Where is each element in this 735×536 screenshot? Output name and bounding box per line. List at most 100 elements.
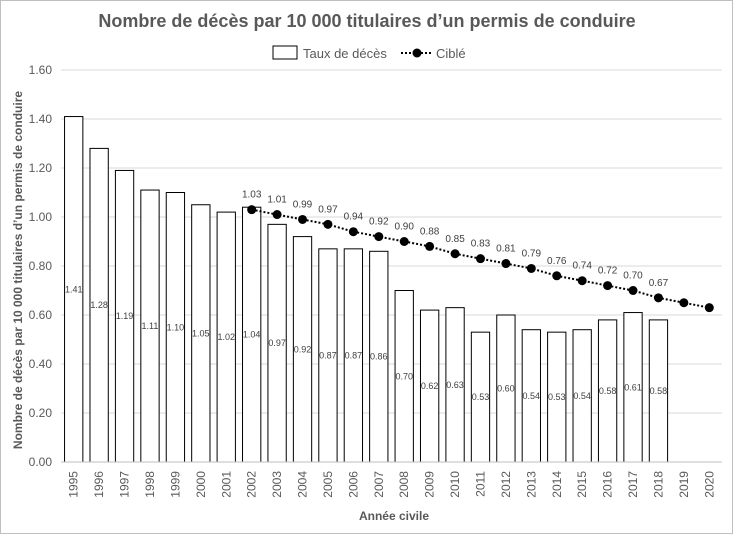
bar-data-label: 0.54 [523, 391, 541, 401]
target-point [272, 210, 282, 220]
x-tick-label: 2014 [550, 471, 564, 498]
x-tick-label: 2005 [321, 471, 335, 498]
bar-data-label: 0.63 [446, 380, 464, 390]
target-data-label: 0.88 [420, 226, 440, 237]
bar-data-label: 0.86 [370, 352, 388, 362]
x-tick-label: 2007 [372, 471, 386, 498]
x-tick-labels: 1995 1996 1997 1998 1999 2000 2001 2002 2003 2004… [67, 471, 717, 498]
target-point [679, 298, 689, 308]
x-tick-label: 2006 [346, 471, 360, 498]
target-data-label: 1.03 [242, 190, 262, 201]
bar-data-label: 0.53 [472, 392, 490, 402]
target-data-label: 1.01 [267, 195, 287, 206]
target-point [348, 227, 358, 237]
y-tick-label: 1.40 [29, 112, 53, 126]
x-tick-label: 2012 [499, 471, 513, 498]
bar-data-label: 0.87 [319, 350, 337, 360]
target-data-label: 0.67 [649, 278, 669, 289]
bar-data-label: 0.70 [395, 371, 413, 381]
y-tick-labels: 0.00 0.20 0.40 0.60 0.80 1.00 1.20 1.40 1.60 [29, 63, 53, 469]
target-data-label: 0.97 [318, 204, 338, 215]
x-tick-label: 2019 [677, 471, 691, 498]
x-tick-label: 1996 [92, 471, 106, 498]
bar-data-label: 0.92 [294, 344, 312, 354]
x-tick-label: 2002 [245, 471, 259, 498]
bar-data-label: 1.11 [142, 321, 159, 331]
x-tick-label: 2001 [219, 471, 233, 498]
bar-data-label: 0.53 [548, 392, 566, 402]
bar-data-label: 0.54 [573, 391, 591, 401]
y-axis-title: Nombre de décès par 10 000 titulaires d’… [11, 91, 25, 449]
target-point [374, 232, 384, 242]
y-tick-label: 1.60 [29, 63, 53, 77]
x-tick-label: 1997 [118, 471, 132, 498]
bars [64, 116, 669, 463]
target-data-label: 0.72 [598, 266, 618, 277]
bar-data-label: 1.02 [217, 332, 235, 342]
legend-label-line: Ciblé [436, 46, 466, 61]
y-tick-label: 0.60 [29, 308, 53, 322]
target-point [603, 281, 613, 291]
bar-data-label: 0.87 [345, 350, 363, 360]
target-point [577, 276, 587, 286]
y-tick-label: 1.20 [29, 161, 53, 175]
bar-data-label: 0.97 [268, 338, 286, 348]
x-tick-label: 2009 [423, 471, 437, 498]
target-data-label: 0.81 [496, 244, 516, 255]
y-tick-label: 0.20 [29, 406, 53, 420]
target-point [425, 241, 435, 251]
target-point [475, 254, 485, 264]
target-data-label: 0.90 [394, 222, 414, 233]
target-data-label: 0.76 [547, 256, 567, 267]
x-tick-label: 2016 [601, 471, 615, 498]
target-point [526, 263, 536, 273]
x-tick-label: 2018 [651, 471, 665, 498]
x-tick-label: 2000 [194, 471, 208, 498]
target-data-label: 0.70 [623, 271, 643, 282]
target-point [323, 219, 333, 229]
target-point [247, 205, 257, 215]
target-data-label: 0.74 [572, 261, 592, 272]
target-point [628, 286, 638, 295]
x-tick-label: 1995 [67, 471, 81, 498]
x-tick-label: 2020 [702, 471, 716, 498]
y-tick-label: 0.00 [29, 455, 53, 469]
bar-data-label: 1.28 [90, 300, 108, 310]
target-data-labels: 1.03 1.01 0.99 0.97 0.94 0.92 0.90 0.88 0.85 0.83… [242, 190, 669, 289]
y-tick-label: 0.40 [29, 357, 53, 371]
target-data-label: 0.94 [344, 212, 364, 223]
target-point [704, 303, 714, 313]
bar-data-label: 0.61 [624, 382, 642, 392]
legend-swatch-marker [412, 48, 422, 58]
target-data-label: 0.92 [369, 217, 389, 228]
bar-data-label: 0.62 [421, 381, 439, 391]
chart-title: Nombre de décès par 10 000 titulaires d’… [98, 11, 635, 31]
x-axis-title: Année civile [359, 509, 429, 523]
x-tick-label: 2015 [575, 471, 589, 498]
x-tick-label: 2010 [448, 471, 462, 498]
target-data-label: 0.79 [522, 248, 542, 259]
target-point [653, 293, 663, 303]
legend-label-bar: Taux de décès [303, 46, 387, 61]
x-tick-label: 2003 [270, 471, 284, 498]
bar-data-label: 0.60 [497, 384, 515, 394]
x-tick-label: 2008 [397, 471, 411, 498]
target-points [247, 205, 714, 313]
x-tick-label: 2017 [626, 471, 640, 498]
bar-data-label: 1.19 [116, 311, 134, 321]
x-tick-label: 1998 [143, 471, 157, 498]
bar-data-label: 1.04 [243, 330, 261, 340]
y-tick-label: 1.00 [29, 210, 53, 224]
target-data-label: 0.85 [445, 234, 465, 245]
legend-swatch-bar [272, 45, 298, 60]
target-data-label: 0.83 [471, 239, 491, 250]
target-point [552, 271, 562, 281]
target-point [501, 259, 511, 269]
bar-data-label: 0.58 [650, 386, 668, 396]
target-data-label: 0.99 [293, 199, 313, 210]
legend: Taux de décès Ciblé [272, 45, 466, 61]
x-tick-label: 2013 [524, 471, 538, 498]
gridlines [61, 69, 722, 414]
x-tick-label: 2004 [296, 471, 310, 498]
